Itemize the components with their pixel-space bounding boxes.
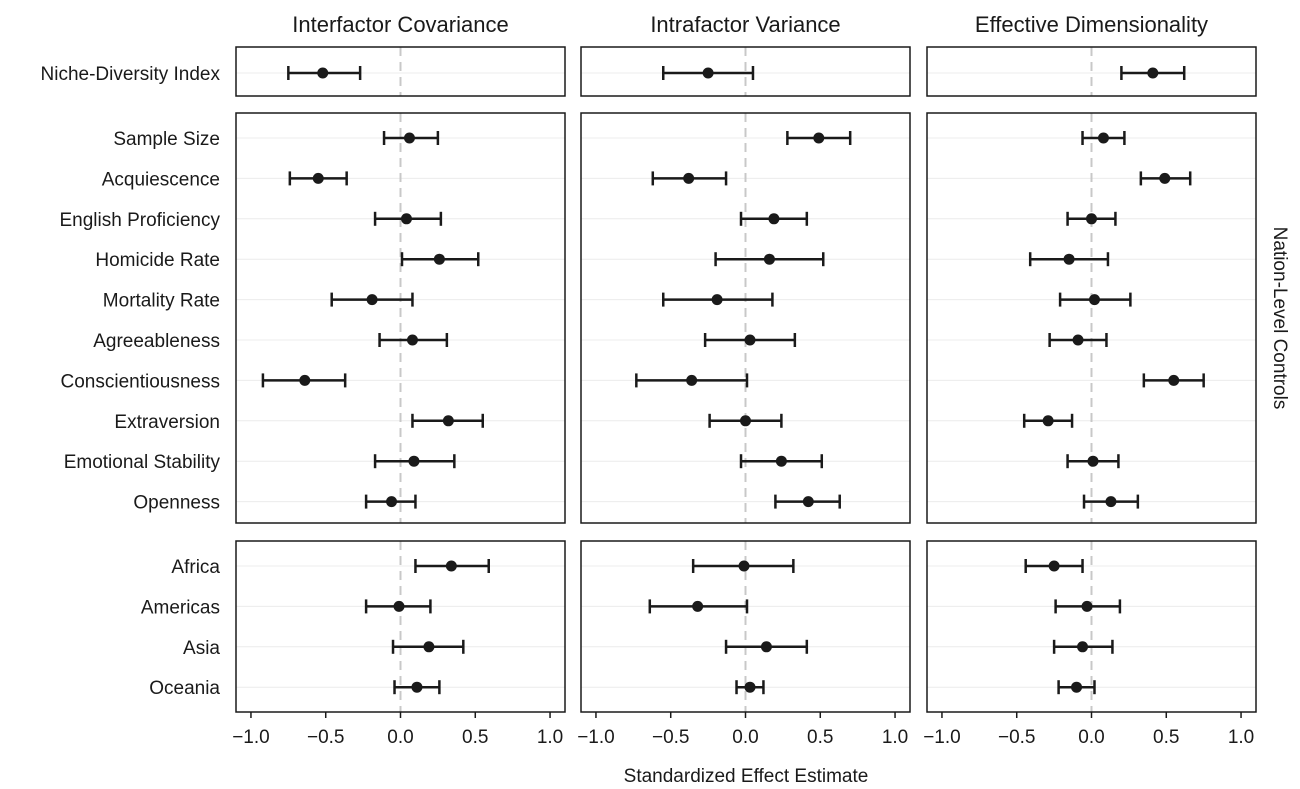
point-estimate xyxy=(433,253,445,265)
row-label: Extraversion xyxy=(114,412,220,433)
point-estimate xyxy=(400,213,412,225)
point-estimate xyxy=(775,455,787,467)
point-estimate xyxy=(740,415,751,427)
point-estimate xyxy=(406,334,418,346)
x-tick-label: 0.5 xyxy=(807,727,833,748)
column-title: Intrafactor Variance xyxy=(650,12,840,37)
point-estimate xyxy=(366,294,378,306)
point-estimate xyxy=(393,600,405,612)
point-estimate xyxy=(692,600,704,612)
row-label: English Proficiency xyxy=(59,210,220,231)
point-estimate xyxy=(1042,415,1054,427)
panel-border xyxy=(926,112,1257,524)
point-estimate xyxy=(1088,294,1100,306)
point-estimate xyxy=(1086,213,1097,225)
point-estimate xyxy=(1072,334,1084,346)
point-estimate xyxy=(1147,67,1159,79)
row-label: Openness xyxy=(133,493,220,514)
x-tick-label: −1.0 xyxy=(232,727,270,748)
point-estimate xyxy=(813,132,825,144)
point-estimate xyxy=(408,455,420,467)
point-estimate xyxy=(411,681,423,693)
x-tick-label: −0.5 xyxy=(652,727,690,748)
panel-border xyxy=(235,112,566,524)
point-estimate xyxy=(702,67,714,79)
point-estimate xyxy=(763,253,775,265)
point-estimate xyxy=(768,213,780,225)
point-estimate xyxy=(686,374,698,386)
row-label: Emotional Stability xyxy=(64,452,221,473)
point-estimate xyxy=(312,172,324,184)
x-tick-label: 0.5 xyxy=(1153,727,1179,748)
panel-border xyxy=(580,112,911,524)
point-estimate xyxy=(423,641,435,653)
panel-border xyxy=(235,46,566,97)
point-estimate xyxy=(1077,641,1089,653)
column-title: Interfactor Covariance xyxy=(292,12,508,37)
point-estimate xyxy=(1087,455,1099,467)
point-estimate xyxy=(744,681,756,693)
row-label: Agreeableness xyxy=(93,331,220,352)
x-axis-title: Standardized Effect Estimate xyxy=(624,766,869,787)
point-estimate xyxy=(1105,496,1117,508)
point-estimate xyxy=(445,560,457,572)
point-estimate xyxy=(711,294,723,306)
row-label: Conscientiousness xyxy=(61,371,220,392)
row-label: Americas xyxy=(141,597,220,618)
point-estimate xyxy=(1097,132,1109,144)
point-estimate xyxy=(802,496,814,508)
right-side-label: Nation-Level Controls xyxy=(1269,227,1290,410)
point-estimate xyxy=(738,560,750,572)
x-tick-label: −0.5 xyxy=(307,727,345,748)
panel-border xyxy=(580,46,911,97)
point-estimate xyxy=(317,67,329,79)
x-tick-label: 1.0 xyxy=(537,727,563,748)
row-label: Niche-Diversity Index xyxy=(41,64,221,85)
x-tick-label: 1.0 xyxy=(882,727,908,748)
column-title: Effective Dimensionality xyxy=(975,12,1208,37)
x-tick-label: −0.5 xyxy=(998,727,1036,748)
point-estimate xyxy=(760,641,772,653)
point-estimate xyxy=(683,172,695,184)
x-tick-label: 0.0 xyxy=(1078,727,1104,748)
x-tick-label: −1.0 xyxy=(923,727,961,748)
row-label: Mortality Rate xyxy=(103,291,220,312)
point-estimate xyxy=(1081,600,1093,612)
point-estimate xyxy=(744,334,756,346)
x-tick-label: 0.0 xyxy=(387,727,413,748)
point-estimate xyxy=(1071,681,1083,693)
row-label: Sample Size xyxy=(113,129,220,150)
point-estimate xyxy=(1048,560,1060,572)
row-label: Oceania xyxy=(149,678,220,699)
row-label: Asia xyxy=(183,638,220,659)
point-estimate xyxy=(299,374,311,386)
point-estimate xyxy=(1168,374,1180,386)
x-tick-label: 1.0 xyxy=(1228,727,1254,748)
row-label: Acquiescence xyxy=(102,169,220,190)
panel-border xyxy=(926,46,1257,97)
point-estimate xyxy=(1159,172,1171,184)
row-label: Homicide Rate xyxy=(95,250,220,271)
point-estimate xyxy=(1063,253,1075,265)
x-tick-label: 0.5 xyxy=(462,727,488,748)
point-estimate xyxy=(403,132,415,144)
point-estimate xyxy=(386,496,398,508)
x-tick-label: −1.0 xyxy=(577,727,615,748)
point-estimate xyxy=(442,415,454,427)
row-label: Africa xyxy=(171,557,220,578)
x-tick-label: 0.0 xyxy=(732,727,758,748)
